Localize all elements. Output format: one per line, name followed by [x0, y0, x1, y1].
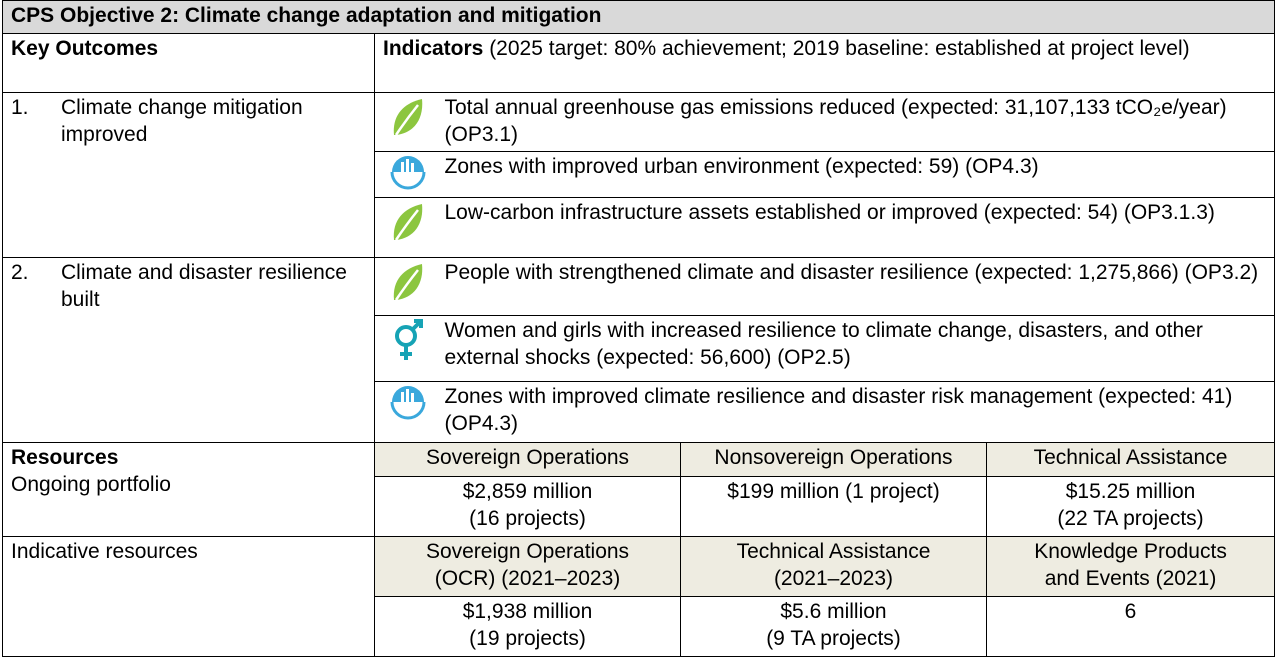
indicators-note: (2025 target: 80% achievement; 2019 base… — [483, 37, 1190, 60]
leaf-icon — [393, 204, 423, 241]
resource-value: 6 — [985, 596, 1276, 657]
urban-icon — [390, 156, 426, 190]
key-outcomes-header: Key Outcomes — [2, 33, 375, 93]
resource-header: Knowledge Products and Events (2021) — [985, 536, 1276, 597]
resource-line: $15.25 million — [1065, 480, 1196, 503]
indicator-text: People with strengthened climate and dis… — [440, 257, 1276, 316]
gender-icon-cell — [374, 315, 441, 382]
title: CPS Objective 2: Climate change adaptati… — [1, 0, 1276, 34]
resource-value: $199 million (1 project) — [680, 476, 987, 537]
resource-line: $199 million (1 project) — [727, 480, 940, 503]
urban-icon-cell — [374, 151, 441, 198]
resource-line: (22 TA projects) — [1057, 507, 1204, 530]
resource-value: $15.25 million (22 TA projects) — [985, 476, 1276, 537]
resource-line: $1,938 million — [462, 600, 593, 623]
leaf-icon — [393, 99, 423, 136]
resource-header: Nonsovereign Operations — [680, 442, 987, 477]
resource-line: (19 projects) — [469, 627, 586, 650]
leaf-icon — [393, 264, 423, 301]
indicator-text: Total annual greenhouse gas emissions re… — [440, 92, 1276, 152]
resource-line: Technical Assistance — [736, 540, 931, 563]
resource-value: $1,938 million (19 projects) — [374, 596, 681, 657]
resources-label: Resources — [11, 446, 119, 469]
resources-cell: Resources Ongoing portfolio — [2, 442, 375, 537]
resource-header: Sovereign Operations — [374, 442, 681, 477]
resource-line: (9 TA projects) — [766, 627, 901, 650]
leaf-icon-cell — [374, 197, 441, 258]
resource-line: Knowledge Products — [1034, 540, 1227, 563]
resource-header: Technical Assistance (2021–2023) — [680, 536, 987, 597]
outcome-cell: 2. Climate and disaster resilience built — [2, 257, 375, 443]
outcome-cell: 1. Climate change mitigation improved — [2, 92, 375, 258]
outcome-label: Climate change mitigation improved — [61, 96, 303, 146]
urban-icon — [390, 386, 426, 420]
outcome-number: 2. — [11, 261, 29, 284]
gender-icon — [394, 319, 423, 360]
leaf-icon-cell — [374, 92, 441, 152]
resource-value: $2,859 million (16 projects) — [374, 476, 681, 537]
resource-line: (16 projects) — [469, 507, 586, 530]
resource-header: Technical Assistance — [985, 442, 1276, 477]
indicator-text: Zones with improved urban environment (e… — [440, 151, 1276, 198]
indicators-label: Indicators — [383, 37, 484, 60]
resource-line: (OCR) (2021–2023) — [434, 567, 621, 590]
indicator-text: Zones with improved climate resilience a… — [440, 381, 1276, 443]
indicator-text: Low-carbon infrastructure assets establi… — [440, 197, 1276, 258]
urban-icon-cell — [374, 381, 441, 443]
leaf-icon-cell — [374, 257, 441, 316]
indicative-label: Indicative resources — [2, 536, 375, 657]
outcome-label: Climate and disaster resilience built — [61, 261, 347, 311]
resource-line: 6 — [1124, 600, 1137, 623]
resource-line: and Events (2021) — [1044, 567, 1217, 590]
outcome-number: 1. — [11, 96, 29, 119]
resource-value: $5.6 million (9 TA projects) — [680, 596, 987, 657]
resource-line: (2021–2023) — [773, 567, 894, 590]
resource-line: $5.6 million — [780, 600, 887, 623]
resource-header: Sovereign Operations (OCR) (2021–2023) — [374, 536, 681, 597]
resource-line: $2,859 million — [462, 480, 593, 503]
ongoing-label: Ongoing portfolio — [11, 473, 171, 496]
indicator-text: Women and girls with increased resilienc… — [440, 315, 1276, 382]
resource-line: Sovereign Operations — [425, 540, 630, 563]
indicators-header: Indicators (2025 target: 80% achievement… — [373, 33, 1276, 93]
